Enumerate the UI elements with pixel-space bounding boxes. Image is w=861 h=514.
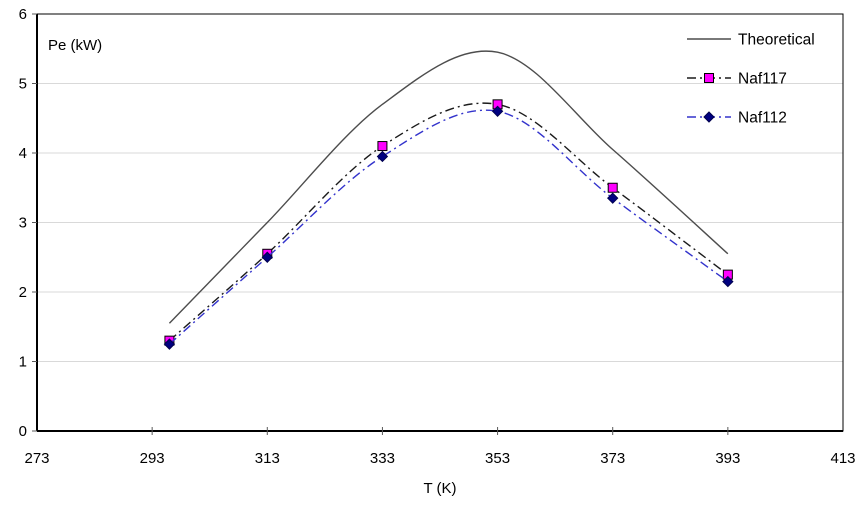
x-tick-label-273: 273 <box>24 450 49 467</box>
y-tick-label-3: 3 <box>19 215 27 232</box>
x-tick-label-333: 333 <box>370 450 395 467</box>
y-tick-label-6: 6 <box>19 6 27 23</box>
y-tick-label-5: 5 <box>19 76 27 93</box>
x-tick-label-393: 393 <box>715 450 740 467</box>
series-marker-naf112-4 <box>607 192 619 204</box>
y-tick-label-0: 0 <box>19 423 27 440</box>
legend-label-naf112: Naf112 <box>738 110 787 127</box>
series-marker-naf117-4 <box>607 182 618 193</box>
x-axis-title: T (K) <box>423 480 456 497</box>
series-marker-naf112-5 <box>722 275 734 288</box>
series-marker-naf112-1 <box>261 251 273 263</box>
x-tick-label-353: 353 <box>485 450 510 467</box>
y-tick-label-2: 2 <box>19 284 27 301</box>
series-marker-naf117-2 <box>377 141 388 152</box>
series-marker-naf112-0 <box>163 338 176 350</box>
y-axis-title: Pe (kW) <box>48 37 102 54</box>
series-line-naf112 <box>168 109 729 345</box>
legend-marker-naf117 <box>704 73 714 83</box>
legend-label-naf117: Naf117 <box>738 71 787 88</box>
series-marker-naf112-2 <box>376 150 389 163</box>
x-tick-label-293: 293 <box>140 450 165 467</box>
legend-label-theoretical: Theoretical <box>738 32 815 49</box>
y-tick-label-1: 1 <box>19 354 27 371</box>
x-tick-label-373: 373 <box>600 450 625 467</box>
series-marker-naf112-3 <box>491 105 504 118</box>
x-tick-label-313: 313 <box>255 450 280 467</box>
legend-marker-naf112 <box>703 111 715 123</box>
series-line-theoretical <box>168 50 729 324</box>
x-tick-label-413: 413 <box>830 450 855 467</box>
y-tick-label-4: 4 <box>19 145 27 162</box>
series-line-naf117 <box>168 102 729 342</box>
